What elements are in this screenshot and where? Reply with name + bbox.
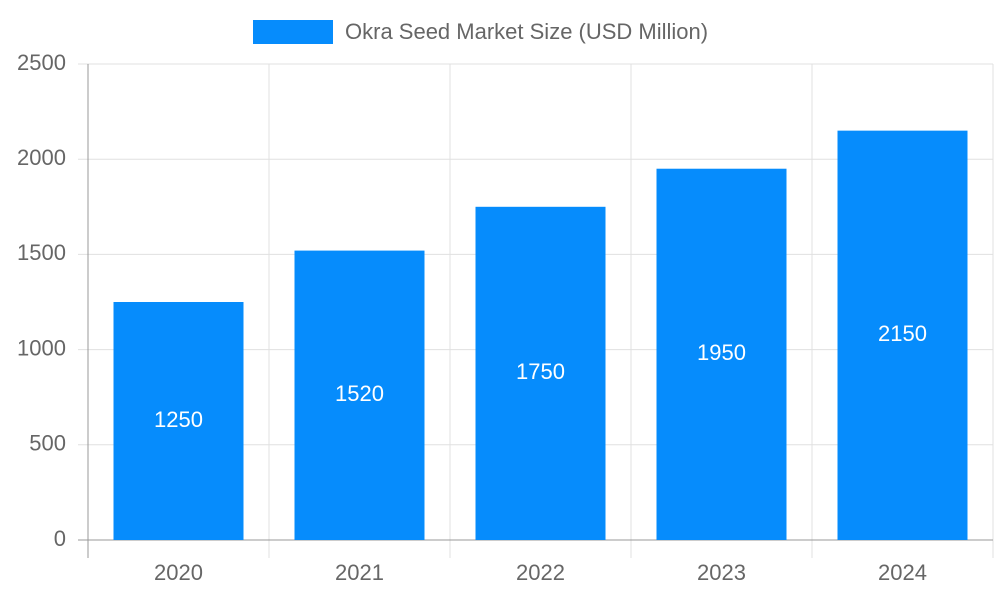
bar <box>475 206 606 541</box>
y-tick-label: 500 <box>29 431 66 456</box>
legend-label: Okra Seed Market Size (USD Million) <box>345 19 708 44</box>
bar <box>113 302 244 540</box>
value-label: 1250 <box>154 407 203 432</box>
bar <box>837 130 968 540</box>
x-tick-label: 2022 <box>516 560 565 585</box>
value-label: 1950 <box>697 340 746 365</box>
y-tick-label: 2000 <box>17 145 66 170</box>
value-label: 2150 <box>878 321 927 346</box>
bar <box>294 250 425 541</box>
y-tick-label: 0 <box>54 526 66 551</box>
x-tick-label: 2023 <box>697 560 746 585</box>
y-tick-label: 1000 <box>17 335 66 360</box>
legend-swatch <box>253 20 333 44</box>
value-label: 1520 <box>335 381 384 406</box>
bar <box>656 168 787 540</box>
x-tick-label: 2020 <box>154 560 203 585</box>
x-tick-label: 2021 <box>335 560 384 585</box>
y-tick-label: 2500 <box>17 50 66 75</box>
value-label: 1750 <box>516 359 565 384</box>
x-tick-label: 2024 <box>878 560 927 585</box>
y-tick-label: 1500 <box>17 240 66 265</box>
